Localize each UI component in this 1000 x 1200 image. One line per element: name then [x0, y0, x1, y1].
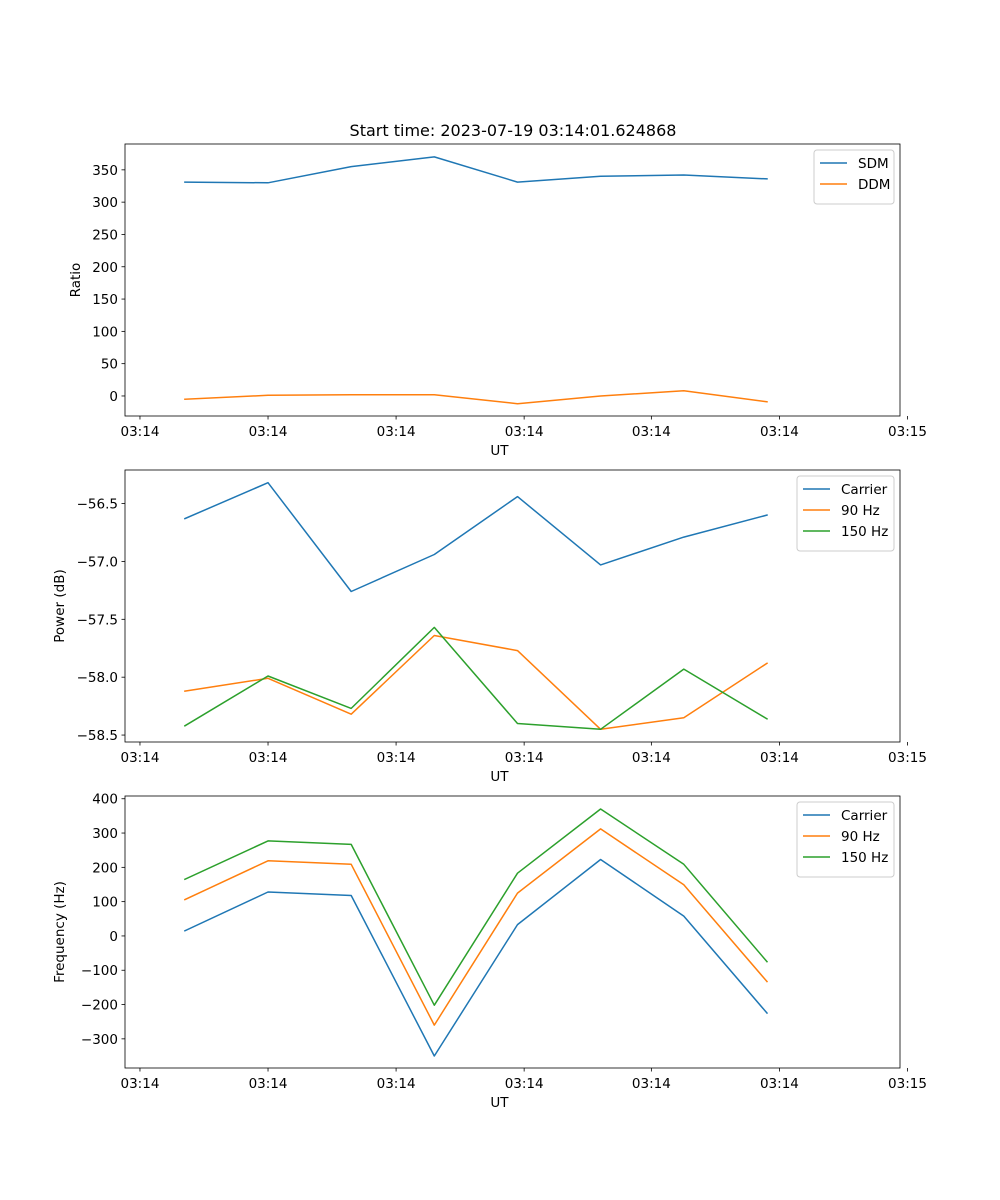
legend-label-sdm: SDM [858, 156, 889, 172]
series-line-ddm [184, 390, 768, 405]
legend-box [796, 801, 895, 878]
y-axis-label: Frequency (Hz) [52, 881, 68, 983]
x-tick-label: 03:14 [760, 1076, 799, 1092]
x-tick-label: 03:14 [377, 750, 416, 766]
x-tick-label: 03:14 [377, 1076, 416, 1092]
x-tick-label: 03:14 [121, 424, 160, 440]
x-tick-label: 03:14 [632, 424, 671, 440]
legend-box [796, 475, 895, 552]
y-tick-label: 50 [101, 357, 118, 373]
ratio-panel: 03:14 03:14 03:14 03:14 03:14 03:14 03:15 UT 0 50… [68, 143, 927, 459]
x-axis-label: UT [490, 1095, 509, 1111]
legend-label-150-hz: 150 Hz [841, 850, 888, 866]
x-axis-label: UT [490, 443, 509, 459]
x-tick-label: 03:14 [760, 424, 799, 440]
series-line-90-hz [184, 634, 769, 731]
legend-label-carrier: Carrier [841, 482, 888, 498]
y-axis-label: Power (dB) [52, 569, 68, 642]
y-tick-label: −57.0 [77, 554, 118, 570]
series-line-sdm [184, 156, 768, 184]
series-line-carrier [183, 858, 769, 1057]
x-tick-label: 03:14 [249, 750, 288, 766]
frequency-panel: 03:14 03:14 03:14 03:14 03:14 03:14 03:15 UT 400… [52, 792, 927, 1111]
series-line-90-hz [183, 828, 769, 1026]
x-tick-label: 03:14 [632, 1076, 671, 1092]
y-tick-label: 200 [92, 260, 118, 276]
y-tick-label: −300 [81, 1032, 118, 1048]
x-axis-label: UT [490, 769, 509, 785]
x-tick-label: 03:14 [121, 750, 160, 766]
series-line-150-hz [183, 808, 769, 1006]
y-tick-label: 200 [92, 860, 118, 876]
y-tick-label: 100 [92, 324, 118, 340]
x-tick-label: 03:14 [505, 1076, 544, 1092]
y-tick-label: 350 [92, 163, 118, 179]
x-tick-label: 03:14 [505, 424, 544, 440]
legend-label-150-hz: 150 Hz [841, 524, 888, 540]
y-tick-label: 300 [92, 826, 118, 842]
legend-label-90-hz: 90 Hz [841, 503, 880, 519]
x-tick-label: 03:14 [632, 750, 671, 766]
series-line-150-hz [183, 626, 769, 731]
y-tick-label: −200 [81, 998, 118, 1014]
y-axis-label: Ratio [68, 263, 84, 298]
axes-frame [124, 795, 901, 1069]
x-tick-label: 03:14 [249, 424, 288, 440]
y-tick-label: 100 [92, 895, 118, 911]
axes-frame [124, 469, 901, 743]
y-tick-label: 300 [92, 195, 118, 211]
y-tick-label: −56.5 [77, 497, 118, 513]
legend-label-carrier: Carrier [841, 808, 888, 824]
legend-label-90-hz: 90 Hz [841, 829, 880, 845]
x-tick-label: 03:15 [888, 750, 927, 766]
x-tick-label: 03:14 [505, 750, 544, 766]
y-tick-label: 150 [92, 292, 118, 308]
x-tick-label: 03:14 [249, 1076, 288, 1092]
y-tick-label: −57.5 [77, 612, 118, 628]
x-tick-label: 03:14 [760, 750, 799, 766]
figure-title: Start time: 2023-07-19 03:14:01.624868 [350, 121, 677, 140]
y-tick-label: 0 [109, 389, 118, 405]
power-panel: 03:14 03:14 03:14 03:14 03:14 03:14 03:15 UT −56… [52, 469, 927, 785]
y-tick-label: 0 [109, 929, 118, 945]
x-tick-label: 03:14 [121, 1076, 160, 1092]
series-line-carrier [183, 481, 768, 593]
y-tick-label: −58.5 [77, 728, 118, 744]
axes-frame [124, 143, 901, 417]
legend-label-ddm: DDM [858, 177, 890, 193]
x-tick-label: 03:15 [888, 424, 927, 440]
y-tick-label: 250 [92, 227, 118, 243]
x-tick-label: 03:15 [888, 1076, 927, 1092]
y-tick-label: −58.0 [77, 670, 118, 686]
x-tick-label: 03:14 [377, 424, 416, 440]
y-tick-label: −100 [81, 963, 118, 979]
y-tick-label: 400 [92, 792, 118, 808]
